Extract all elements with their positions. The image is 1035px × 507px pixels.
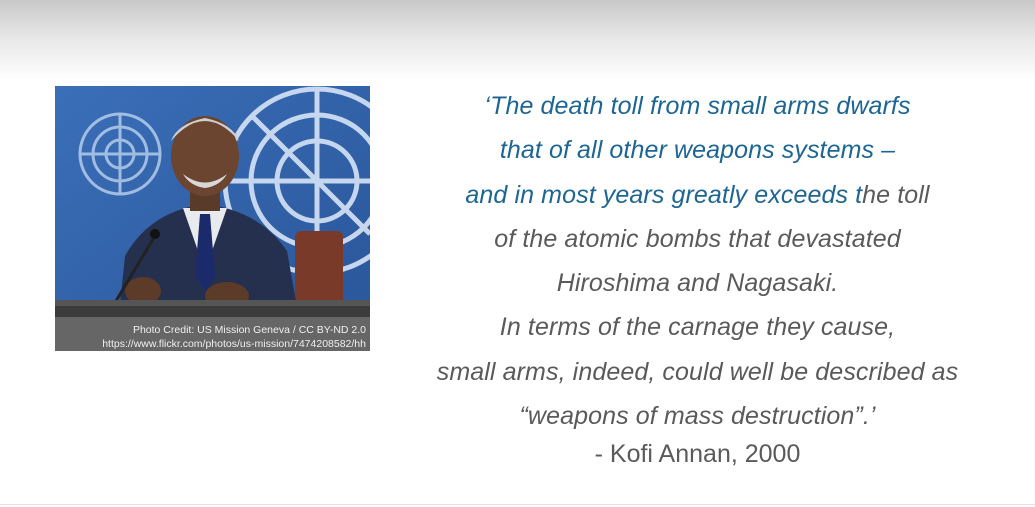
quote-line-8: “weapons of mass destruction”.’ bbox=[519, 402, 876, 431]
quote-line-1: ‘The death toll from small arms dwarfs bbox=[484, 92, 911, 120]
quote-attribution: - Kofi Annan, 2000 bbox=[594, 440, 801, 468]
bottom-divider bbox=[0, 504, 1035, 505]
photo-credit: Photo Credit: US Mission Geneva / CC BY-… bbox=[55, 317, 370, 351]
quote-line-6: In terms of the carnage they cause, bbox=[499, 313, 896, 342]
speaker-photo-illustration bbox=[55, 86, 370, 351]
quote-line-3-highlight: and in most years greatly exceeds t bbox=[465, 180, 863, 209]
quote-line-3-rest: he toll bbox=[862, 180, 930, 209]
photo-credit-text: Photo Credit: US Mission Geneva / CC BY-… bbox=[132, 324, 366, 336]
photo-credit-url: https://www.flickr.com/photos/us-mission… bbox=[102, 338, 366, 350]
speaker-photo: Photo Credit: US Mission Geneva / CC BY-… bbox=[55, 86, 370, 351]
un-emblem-left-icon bbox=[78, 112, 162, 196]
header-gradient bbox=[0, 0, 1035, 80]
quote-line-4: of the atomic bombs that devastated bbox=[494, 224, 901, 253]
quote-block: ‘The death toll from small arms dwarfs t… bbox=[405, 84, 990, 438]
quote-line-7: small arms, indeed, could well be descri… bbox=[436, 357, 959, 386]
quote-line-5: Hiroshima and Nagasaki. bbox=[556, 269, 839, 298]
quote-line-2: that of all other weapons systems – bbox=[499, 136, 896, 165]
quote-line-3: and in most years greatly exceeds the to… bbox=[405, 173, 990, 217]
